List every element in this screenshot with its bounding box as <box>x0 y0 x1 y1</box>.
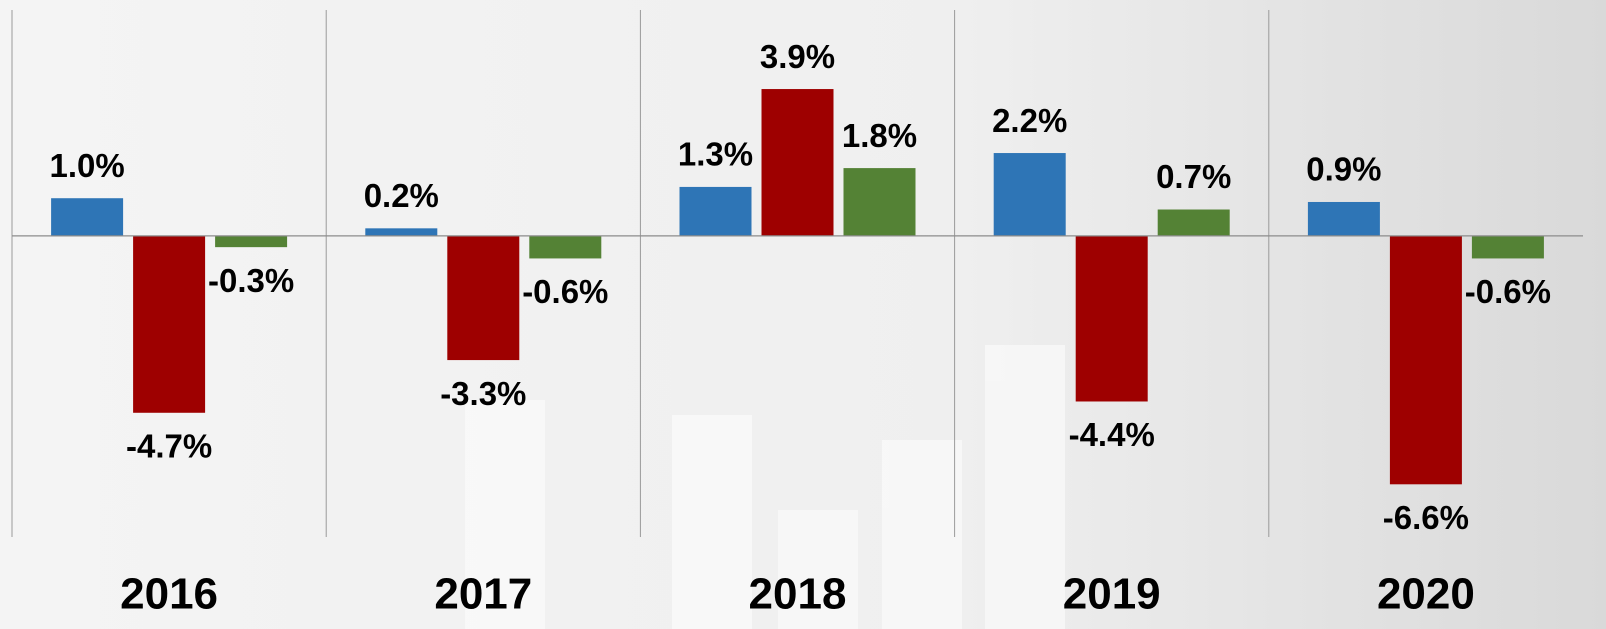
bar <box>844 168 916 236</box>
bar <box>51 198 123 236</box>
value-label: 0.2% <box>364 177 439 214</box>
bar <box>680 187 752 236</box>
value-label: 0.7% <box>1156 158 1231 195</box>
value-label: 3.9% <box>760 38 835 75</box>
bar <box>133 236 205 413</box>
x-tick-label: 2019 <box>1063 570 1161 619</box>
bar <box>1472 236 1544 259</box>
x-tick-label: 2020 <box>1377 570 1475 619</box>
bar <box>529 236 601 259</box>
x-tick-label: 2018 <box>749 570 847 619</box>
bar <box>1158 210 1230 236</box>
x-tick-label: 2016 <box>120 570 218 619</box>
bar <box>994 153 1066 236</box>
value-label: -0.6% <box>1465 273 1551 310</box>
x-tick-label: 2017 <box>434 570 532 619</box>
bar <box>1076 236 1148 402</box>
value-label: 1.0% <box>49 147 124 184</box>
value-label: -3.3% <box>440 375 526 412</box>
bar <box>447 236 519 360</box>
bar <box>215 236 287 247</box>
page: 2016 1.0% -4.7% -0.3% 2017 0.2% -3.3% -0.6% 2018… <box>0 0 1606 629</box>
value-label: 0.9% <box>1306 151 1381 188</box>
value-label: -4.7% <box>126 427 212 464</box>
bar <box>365 228 437 236</box>
bar <box>762 89 834 236</box>
value-label: -0.3% <box>208 262 294 299</box>
bar <box>1390 236 1462 484</box>
value-label: -0.6% <box>522 273 608 310</box>
value-label: 1.3% <box>678 136 753 173</box>
value-label: 1.8% <box>842 117 917 154</box>
bar <box>1308 202 1380 236</box>
chart: 2016 1.0% -4.7% -0.3% 2017 0.2% -3.3% -0.6% 2018… <box>0 0 1606 629</box>
value-label: -4.4% <box>1069 416 1155 453</box>
value-label: -6.6% <box>1383 499 1469 536</box>
value-label: 2.2% <box>992 102 1067 139</box>
